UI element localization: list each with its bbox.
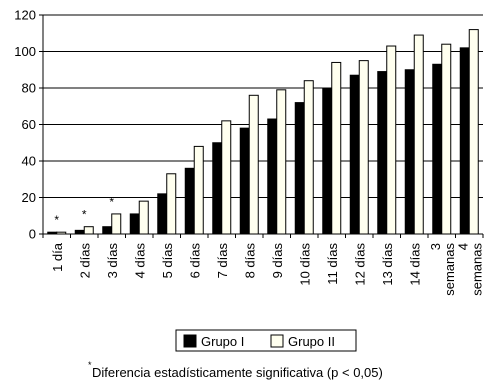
x-tick-label: 1 día [50, 242, 65, 272]
bar-grupo-ii [83, 226, 94, 235]
x-tick-label-group: 4 semanas [455, 243, 484, 296]
bar-grupo-ii [276, 89, 287, 235]
bar-grupo-i [212, 142, 223, 235]
y-tick-label: 20 [22, 190, 36, 205]
x-tick-label: semanas [469, 243, 484, 296]
x-tick-label-group: 7 días [215, 243, 230, 279]
x-tick-label-group: 8 días [242, 243, 257, 279]
x-tick-label: 14 días [407, 243, 422, 286]
x-tick-label: 2 días [77, 243, 92, 279]
x-tick-label: 3 días [105, 243, 120, 279]
x-tick-label-group: 6 días [187, 243, 202, 279]
bar-grupo-ii [166, 173, 177, 235]
x-tick-label-group: 3 semanas [428, 243, 457, 296]
x-tick-label: 3 [428, 243, 443, 250]
x-tick-label-group: 2 días [77, 243, 92, 279]
x-axis: 1 día 2 días 3 días 4 días 5 días 6 días 7 día… [42, 233, 484, 296]
significance-marker: * [54, 213, 59, 227]
bar-grupo-ii [441, 43, 452, 235]
footnote-text: Diferencia estadísticamente significativ… [92, 365, 383, 380]
bar-grupo-i [102, 226, 113, 235]
x-tick-label: 13 días [380, 243, 395, 286]
bar-grupo-i [294, 102, 305, 235]
x-tick-label: semanas [442, 243, 457, 296]
x-tick-label-group: 12 días [352, 243, 367, 286]
bar-grupo-ii [386, 45, 397, 235]
bar-grupo-i [349, 74, 360, 235]
bar-grupo-ii [331, 61, 342, 235]
legend-box [175, 329, 357, 352]
x-tick-label: 10 días [297, 243, 312, 286]
bar-grupo-i [74, 229, 85, 235]
significance-marker: * [109, 195, 114, 209]
legend-swatch-grupo-i [183, 334, 197, 348]
x-tick-label: 5 días [160, 243, 175, 279]
bar-grupo-ii [468, 29, 479, 235]
legend: Grupo I Grupo II [175, 329, 357, 352]
bar-grupo-i [404, 69, 415, 235]
bar-grupo-i [267, 118, 278, 235]
x-tick-label-group: 14 días [407, 243, 422, 286]
x-tick-label-group: 4 días [132, 243, 147, 279]
bar-grupo-i [129, 213, 140, 235]
bar-grupo-ii [413, 34, 424, 235]
y-axis: 0 20 40 60 80 100 120 [14, 8, 44, 242]
footnote-marker: * [88, 360, 92, 370]
significance-marker: * [82, 208, 87, 222]
y-tick-label: 0 [29, 227, 36, 242]
legend-label-grupo-i: Grupo I [201, 334, 244, 349]
footnote: * Diferencia estadísticamente significat… [88, 360, 383, 380]
x-tick-label: 9 días [270, 243, 285, 279]
x-tick-label-group: 1 día [50, 242, 65, 272]
x-tick-label-group: 5 días [160, 243, 175, 279]
bar-grupo-i [459, 47, 470, 235]
bar-grupo-i [432, 63, 443, 235]
x-tick-label: 8 días [242, 243, 257, 279]
bar-grupo-ii [138, 200, 149, 235]
bar-grupo-ii [303, 80, 314, 235]
bar-grupo-ii [193, 145, 204, 235]
bars [47, 29, 479, 235]
bar-grupo-ii [221, 120, 232, 235]
x-tick-label-group: 10 días [297, 243, 312, 286]
significance-markers: * * * [54, 195, 114, 227]
bar-grupo-ii [111, 213, 122, 235]
x-tick-label: 6 días [187, 243, 202, 279]
y-tick-label: 80 [22, 81, 36, 96]
bar-grupo-i [377, 71, 388, 235]
x-tick-label-group: 9 días [270, 243, 285, 279]
x-tick-label-group: 13 días [380, 243, 395, 286]
x-tick-label: 12 días [352, 243, 367, 286]
y-tick-label: 40 [22, 154, 36, 169]
bar-grupo-i [184, 167, 195, 235]
bar-grupo-i [239, 127, 250, 235]
y-tick-label: 60 [22, 117, 36, 132]
bar-grupo-i [157, 193, 168, 235]
bar-grupo-i [322, 87, 333, 235]
bar-grupo-ii [358, 60, 369, 235]
legend-label-grupo-ii: Grupo II [288, 334, 335, 349]
x-tick-label-group: 3 días [105, 243, 120, 279]
x-tick-label: 4 [455, 243, 470, 250]
y-tick-label: 120 [14, 8, 36, 23]
x-tick-label: 11 días [325, 243, 340, 285]
x-tick-label: 4 días [132, 243, 147, 279]
x-tick-label: 7 días [215, 243, 230, 279]
y-tick-label: 100 [14, 44, 36, 59]
legend-swatch-grupo-ii [270, 334, 284, 348]
x-tick-label-group: 11 días [325, 243, 340, 285]
bar-grupo-ii [248, 94, 259, 235]
